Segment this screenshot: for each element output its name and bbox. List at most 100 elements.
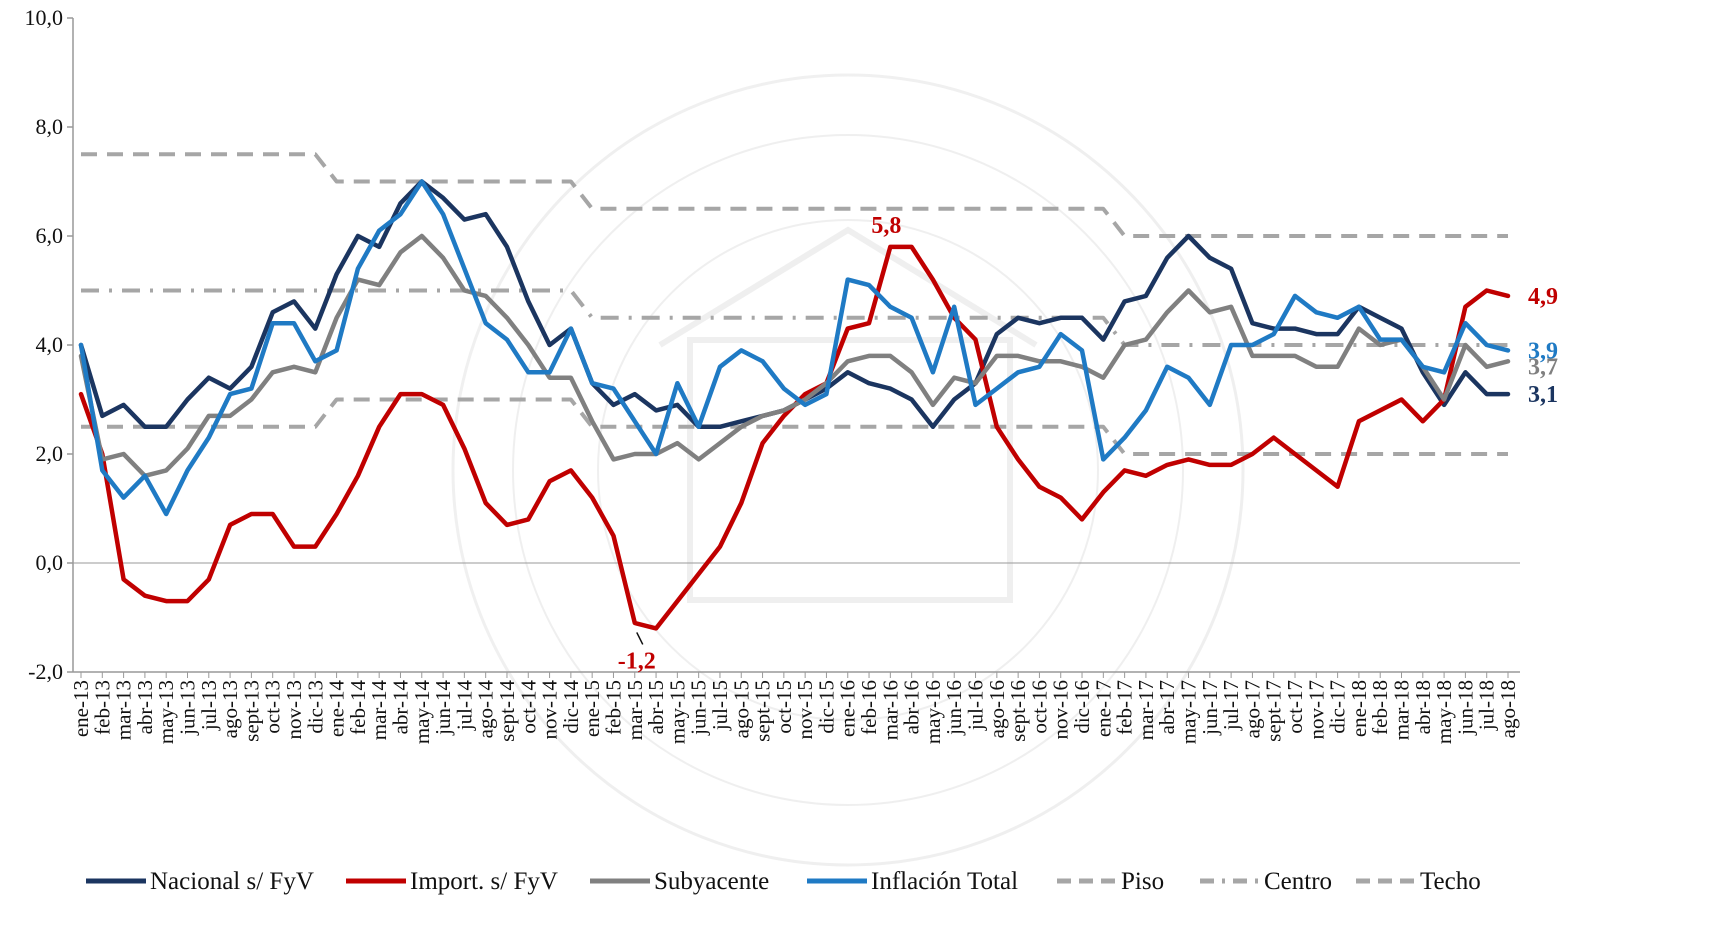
series-line-nacional-s-fyv	[78, 179, 1511, 430]
x-tick-label: ene-18	[1347, 680, 1371, 737]
legend-label: Centro	[1264, 868, 1332, 895]
y-tick-label: 4,0	[36, 332, 64, 357]
x-tick-label: ene-15	[580, 680, 604, 737]
series-line-subyacente	[78, 233, 1511, 479]
reference-lines	[81, 152, 1508, 456]
x-tick-label: nov-14	[538, 680, 562, 740]
y-tick-label: 6,0	[36, 223, 64, 248]
annotation-leader	[636, 632, 644, 645]
legend-label: Piso	[1121, 868, 1164, 895]
x-tick-label: ago-14	[474, 680, 498, 739]
legend-label: Inflación Total	[871, 868, 1018, 895]
x-tick-label: ago-18	[1496, 680, 1520, 738]
x-tick-label: jun-18	[1453, 680, 1477, 736]
x-tick-label: ene-16	[836, 680, 860, 737]
x-tick-label: oct-16	[1027, 680, 1051, 734]
x-tick-label: may-18	[1432, 680, 1456, 744]
x-tick-label: mar-15	[623, 680, 647, 740]
annotation-label: 5,8	[871, 213, 901, 239]
x-tick-label: may-16	[921, 680, 945, 744]
x-tick-label: ene-13	[69, 680, 93, 737]
series-line-piso	[81, 397, 1508, 456]
y-tick-label: 8,0	[36, 114, 64, 139]
series-line-inflaci-n-total	[78, 179, 1511, 517]
x-tick-label: abr-14	[388, 680, 412, 735]
annotation-label: -1,2	[618, 648, 656, 674]
series-line-centro	[81, 288, 1508, 347]
y-tick-label: 2,0	[36, 441, 64, 466]
x-tick-label: may-13	[154, 680, 178, 744]
x-tick-label: feb-15	[601, 680, 625, 735]
x-tick-label: sept-13	[239, 680, 263, 742]
y-tick-label: -2,0	[28, 659, 63, 684]
x-tick-label: oct-15	[772, 680, 796, 734]
x-tick-label: jul-17	[1219, 680, 1243, 731]
end-label: 3,9	[1528, 338, 1558, 364]
x-tick-label: dic-16	[1070, 680, 1094, 734]
x-tick-label: dic-13	[303, 680, 327, 734]
x-tick-label: may-17	[1177, 680, 1201, 744]
x-tick-label: mar-13	[112, 680, 136, 740]
x-tick-label: mar-16	[878, 680, 902, 740]
x-tick-label: ago-15	[729, 680, 753, 738]
axes: -2,00,02,04,06,08,010,0ene-13feb-13mar-1…	[25, 5, 1520, 745]
x-tick-label: oct-13	[261, 680, 285, 734]
x-tick-label: dic-15	[814, 680, 838, 734]
x-tick-label: jul-18	[1475, 680, 1499, 731]
series-lines	[78, 179, 1511, 631]
x-tick-label: sept-16	[1006, 680, 1030, 742]
x-tick-label: ene-14	[325, 680, 349, 738]
x-tick-label: sept-14	[495, 680, 519, 742]
x-tick-label: nov-13	[282, 680, 306, 740]
x-tick-label: ago-16	[985, 680, 1009, 738]
x-tick-label: nov-17	[1304, 680, 1328, 740]
x-tick-label: ago-17	[1240, 680, 1264, 738]
watermark-seal	[451, 73, 1245, 867]
x-tick-label: mar-14	[367, 680, 391, 741]
x-tick-label: feb-17	[1113, 680, 1137, 735]
x-tick-label: abr-15	[644, 680, 668, 734]
x-tick-label: mar-18	[1390, 680, 1414, 740]
annotations: 5,8 -1,2 4,9 3,93,73,1	[618, 213, 1558, 675]
x-tick-label: jul-13	[197, 680, 221, 731]
x-tick-label: dic-17	[1326, 680, 1350, 734]
legend-label: Techo	[1420, 868, 1481, 895]
legend: Nacional s/ FyV Import. s/ FyV Subyacente I…	[86, 868, 1481, 895]
x-tick-label: nov-15	[793, 680, 817, 740]
x-tick-label: abr-13	[133, 680, 157, 734]
legend-label: Import. s/ FyV	[410, 868, 558, 895]
x-tick-label: jun-15	[687, 680, 711, 736]
x-tick-label: feb-16	[857, 680, 881, 735]
y-tick-label: 10,0	[25, 5, 64, 30]
x-tick-label: oct-17	[1283, 680, 1307, 734]
x-tick-label: jun-17	[1198, 680, 1222, 736]
x-tick-label: nov-16	[1049, 680, 1073, 740]
x-tick-label: jun-16	[942, 680, 966, 736]
end-label: 4,9	[1528, 284, 1558, 310]
y-tick-label: 0,0	[36, 550, 64, 575]
x-tick-label: may-14	[410, 680, 434, 745]
x-tick-label: ene-17	[1091, 680, 1115, 737]
x-tick-label: mar-17	[1134, 680, 1158, 740]
x-tick-label: may-15	[665, 680, 689, 744]
x-tick-label: feb-14	[346, 680, 370, 735]
series-line-techo	[81, 152, 1508, 238]
legend-label: Nacional s/ FyV	[150, 868, 314, 895]
end-label: 3,7	[1528, 354, 1558, 380]
x-tick-label: ago-13	[218, 680, 242, 738]
x-tick-label: dic-14	[559, 680, 583, 734]
end-label: 3,1	[1528, 382, 1558, 408]
x-tick-label: jul-14	[452, 680, 476, 732]
x-tick-label: oct-14	[516, 680, 540, 734]
x-tick-label: feb-13	[90, 680, 114, 735]
x-tick-label: abr-18	[1411, 680, 1435, 734]
x-tick-label: sept-17	[1262, 680, 1286, 742]
x-tick-label: jul-16	[964, 680, 988, 731]
x-tick-label: jul-15	[708, 680, 732, 731]
x-tick-label: abr-16	[900, 680, 924, 734]
x-tick-label: sept-15	[751, 680, 775, 742]
x-tick-label: jun-13	[175, 680, 199, 736]
x-tick-label: abr-17	[1155, 680, 1179, 734]
x-tick-label: jun-14	[431, 680, 455, 736]
